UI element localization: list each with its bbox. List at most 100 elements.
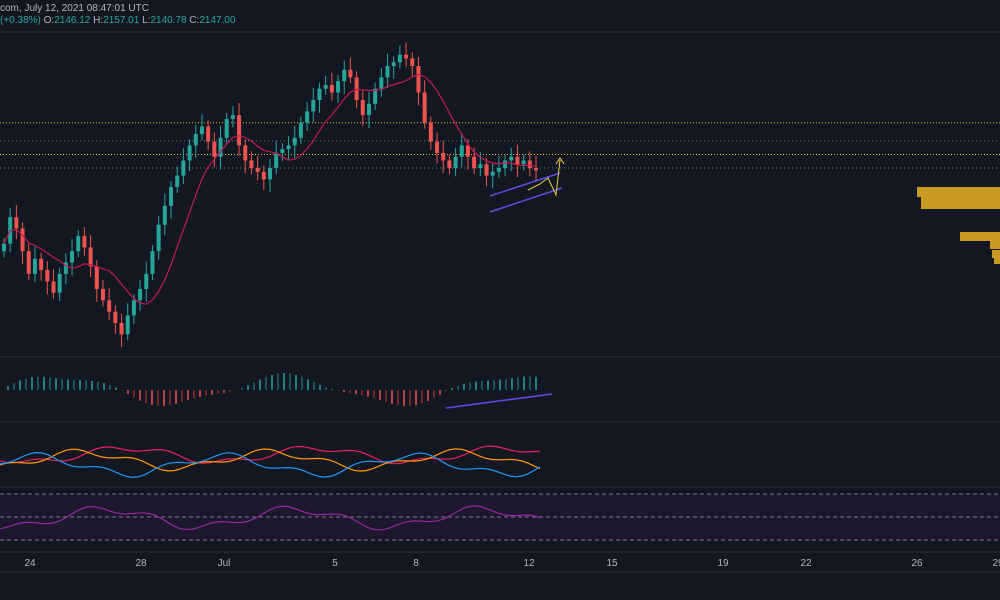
candle-body	[503, 160, 508, 169]
moving-average-line	[3, 73, 537, 305]
volume-profile-bar	[917, 187, 1000, 197]
candle-body	[57, 273, 62, 293]
candle-body	[385, 66, 390, 78]
candle-body	[175, 175, 180, 187]
symbol-datetime: com, July 12, 2021 08:47:01 UTC	[0, 3, 149, 14]
candle-body	[391, 62, 396, 67]
candle-body	[39, 258, 44, 271]
projection-path	[527, 159, 561, 197]
candle-body	[88, 247, 93, 267]
close-value: 2147.00	[199, 15, 236, 26]
candle-body	[131, 300, 136, 316]
candle-body	[20, 228, 25, 252]
volume-profile-bar	[960, 232, 1000, 241]
channel-lower-line	[489, 187, 563, 213]
high-label: H:	[93, 15, 104, 26]
candle-body	[94, 266, 99, 289]
candle-body	[323, 84, 328, 89]
high-value: 2157.01	[103, 15, 140, 26]
x-tick-label: 19	[717, 558, 729, 569]
candle-body	[230, 115, 235, 119]
x-tick-label: 22	[800, 558, 812, 569]
candle-body	[119, 322, 124, 335]
candle-body	[472, 156, 477, 169]
candle-body	[82, 236, 87, 248]
candle-body	[206, 126, 211, 142]
x-tick-label: 26	[911, 558, 923, 569]
candle-body	[181, 160, 186, 176]
x-tick-label: Jul	[218, 558, 231, 569]
candle-body	[14, 217, 19, 229]
candle-body	[305, 111, 310, 123]
candle-body	[26, 251, 31, 274]
candle-body	[298, 122, 303, 138]
candle-body	[441, 152, 446, 161]
candle-body	[416, 66, 421, 93]
x-tick-label: 5	[332, 558, 338, 569]
x-tick-label: 24	[24, 558, 36, 569]
candle-body	[224, 118, 229, 138]
candle-body	[404, 54, 409, 59]
candle-body	[490, 171, 495, 176]
candle-body	[193, 134, 198, 146]
low-label: L:	[142, 15, 151, 26]
candle-body	[453, 156, 458, 169]
candle-body	[410, 58, 415, 67]
candle-body	[268, 168, 272, 180]
candle-body	[379, 77, 384, 89]
close-label: C:	[189, 15, 200, 26]
candle-body	[509, 156, 514, 161]
candle-body	[237, 115, 242, 146]
candle-body	[63, 262, 68, 274]
line-series-pink	[0, 445, 541, 465]
low-value: 2140.78	[150, 15, 187, 26]
candle-body	[515, 156, 520, 165]
volume-profile-bar	[990, 241, 1000, 249]
candle-body	[2, 243, 6, 252]
x-tick-label: 12	[523, 558, 535, 569]
candle-body	[354, 77, 359, 101]
candle-body	[32, 258, 37, 274]
candle-body	[243, 145, 248, 161]
candle-body	[478, 164, 483, 169]
candle-body	[156, 224, 161, 252]
line-series-orange	[0, 448, 541, 472]
candle-body	[76, 236, 81, 252]
candle-body	[521, 160, 526, 165]
candle-body	[274, 152, 279, 169]
candle-body	[144, 273, 149, 289]
candle-body	[348, 69, 353, 78]
x-tick-label: 29	[992, 558, 1000, 569]
candle-body	[280, 149, 285, 153]
candle-body	[187, 145, 192, 161]
candle-body	[435, 141, 440, 153]
volume-profile-bar	[994, 258, 1000, 264]
candle-body	[459, 145, 464, 157]
open-value: 2146.12	[54, 15, 91, 26]
candle-body	[366, 103, 371, 116]
x-tick-label: 8	[413, 558, 419, 569]
channel-upper-line	[489, 172, 561, 197]
rsi-line	[0, 505, 541, 531]
candle-body	[447, 160, 452, 169]
candle-body	[292, 137, 297, 146]
volume-profile-bar	[921, 197, 1000, 209]
candle-body	[261, 171, 266, 180]
projection-arrow	[555, 157, 565, 165]
candle-body	[150, 251, 155, 274]
volume-profile-bar	[992, 250, 1000, 258]
candle-body	[534, 168, 538, 171]
candle-body	[527, 160, 532, 169]
x-tick-label: 15	[606, 558, 618, 569]
candle-body	[336, 81, 341, 93]
candle-body	[249, 160, 254, 169]
candle-body	[45, 270, 50, 282]
candle-body	[199, 126, 204, 135]
candle-body	[484, 164, 489, 176]
candle-body	[422, 92, 427, 123]
candle-body	[51, 281, 56, 293]
candle-body	[317, 88, 322, 101]
candle-body	[125, 315, 130, 335]
candle-body	[113, 311, 118, 323]
